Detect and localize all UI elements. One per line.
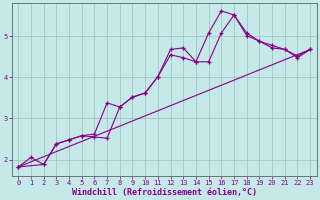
X-axis label: Windchill (Refroidissement éolien,°C): Windchill (Refroidissement éolien,°C)	[72, 188, 257, 197]
